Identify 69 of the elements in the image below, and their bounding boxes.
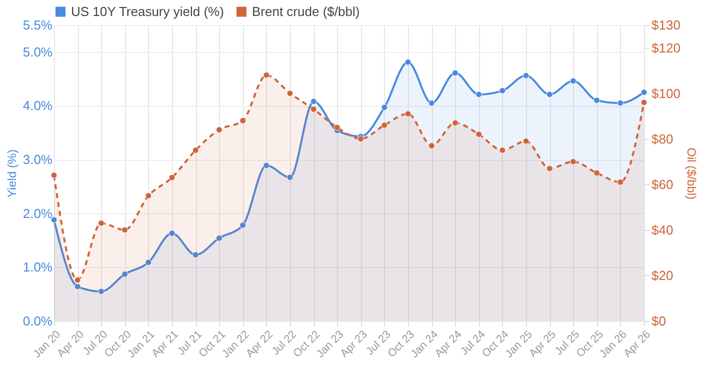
legend-label: Brent crude ($/bbl)	[252, 4, 360, 19]
point	[570, 158, 576, 165]
y2-tick-label: $100	[652, 86, 680, 101]
y-tick-label: 0.0%	[22, 314, 53, 328]
point	[522, 72, 530, 79]
point	[476, 91, 482, 98]
y2-axis-title: Oil ($/bbl)	[684, 147, 698, 200]
point	[216, 126, 222, 133]
point	[168, 230, 176, 236]
point	[74, 276, 81, 284]
point	[640, 99, 648, 106]
point	[216, 234, 222, 242]
point	[145, 259, 152, 266]
point	[452, 120, 458, 126]
y2-tick-label: $0	[652, 314, 666, 328]
legend-label: US 10Y Treasury yield (%)	[71, 4, 224, 19]
point	[522, 138, 530, 144]
y-tick-label: 5.5%	[22, 18, 53, 32]
point	[476, 131, 482, 138]
point	[98, 220, 104, 226]
point	[310, 106, 317, 112]
point	[594, 97, 600, 104]
point	[310, 98, 317, 105]
y2-tick-label: $120	[652, 40, 680, 56]
point	[122, 270, 128, 278]
point	[594, 170, 600, 176]
point	[570, 78, 576, 84]
point	[286, 90, 294, 97]
y2-tick-label: $130	[652, 18, 680, 32]
y2-tick-label: $80	[652, 131, 674, 146]
y-tick-label: 1.0%	[22, 260, 53, 275]
point	[192, 252, 199, 258]
point	[168, 174, 176, 181]
point	[381, 122, 388, 128]
y-tick-label: 2.0%	[22, 206, 53, 221]
point	[499, 147, 506, 154]
point	[98, 288, 104, 295]
point	[240, 117, 246, 124]
point	[358, 136, 364, 142]
point	[546, 91, 553, 98]
point	[617, 178, 624, 186]
point	[452, 70, 458, 76]
y2-tick-label: $40	[652, 222, 674, 238]
point	[263, 72, 270, 78]
point	[428, 142, 435, 149]
y-tick-label: 5.0%	[22, 44, 53, 60]
point	[546, 165, 553, 172]
point	[334, 124, 340, 131]
point	[240, 222, 246, 228]
point	[192, 147, 199, 154]
point	[428, 100, 435, 106]
point	[50, 216, 58, 224]
y2-tick-label: $20	[652, 268, 674, 283]
point	[381, 104, 388, 111]
point	[617, 100, 624, 106]
point	[499, 87, 506, 94]
point	[50, 172, 58, 178]
point	[404, 110, 412, 117]
y-axis-title: Yield (%)	[4, 149, 19, 198]
point	[122, 226, 128, 234]
point	[145, 192, 152, 199]
y2-tick-label: $60	[652, 176, 674, 192]
point	[404, 58, 412, 66]
point	[640, 89, 648, 96]
y-tick-label: 4.0%	[22, 98, 53, 114]
point	[263, 162, 270, 169]
y-tick-label: 3.0%	[22, 152, 53, 168]
point	[286, 174, 294, 181]
point	[74, 283, 81, 290]
